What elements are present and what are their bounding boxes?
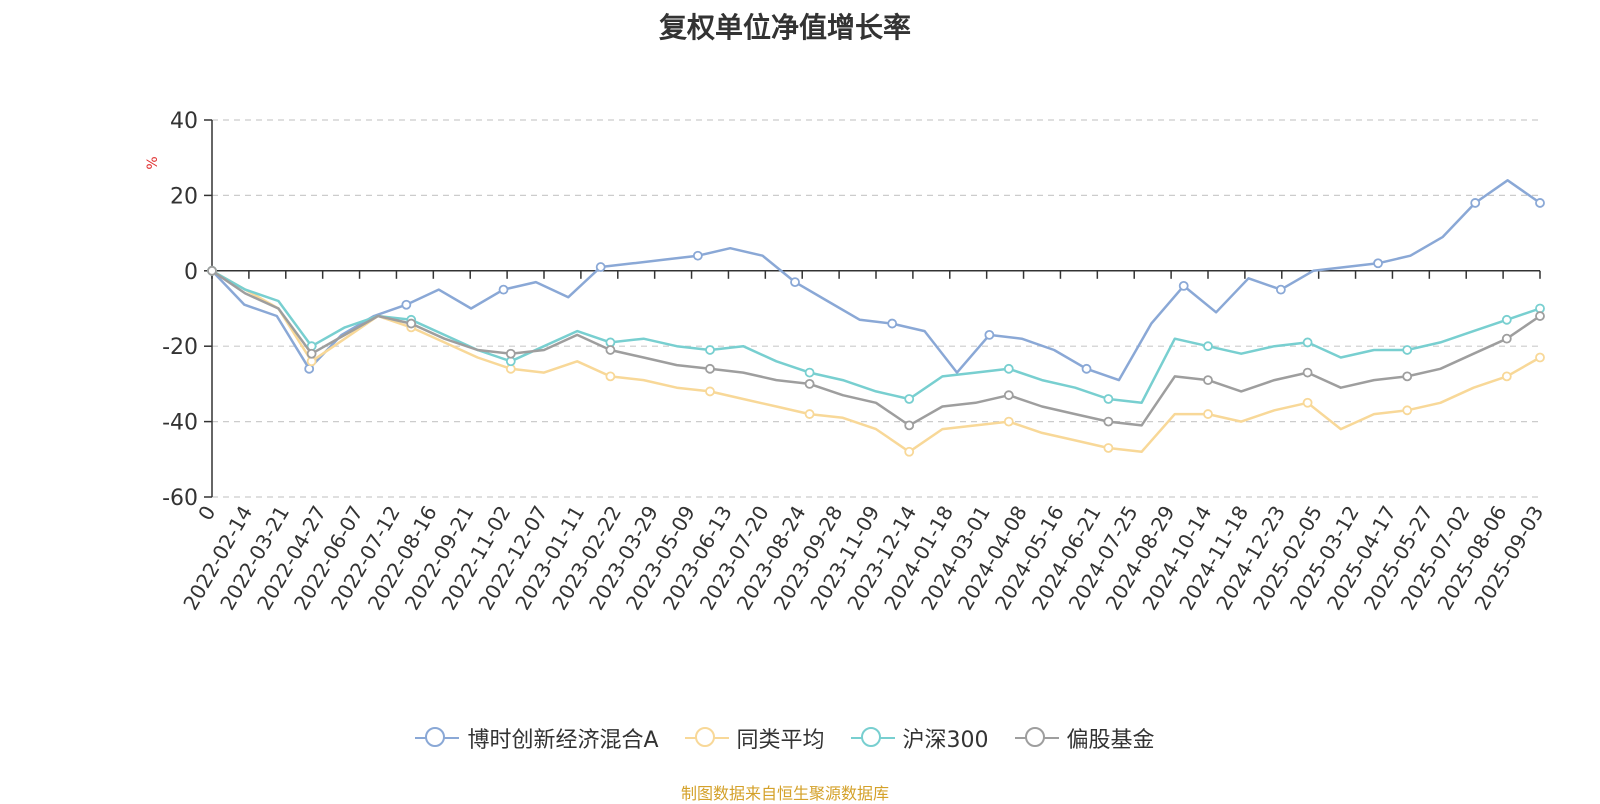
data-point: [1535, 311, 1545, 321]
data-point: [1203, 341, 1213, 352]
grid-lines: [212, 119, 1540, 498]
legend-label: 同类平均: [736, 728, 825, 753]
legend-swatch-icon: [415, 727, 460, 749]
series-line: [211, 269, 1541, 427]
data-point: [498, 284, 509, 295]
legend-label: 沪深300: [902, 728, 989, 753]
data-point: [605, 345, 616, 355]
source-note: 制图数据来自恒生聚源数据库: [680, 784, 889, 803]
data-point: [401, 299, 412, 310]
data-point: [887, 318, 898, 329]
data-point: [804, 367, 815, 378]
data-point: [1402, 371, 1413, 382]
data-point: [1003, 390, 1014, 401]
data-point: [1302, 397, 1313, 408]
data-point: [1203, 409, 1213, 419]
legend-swatch-icon: [1014, 727, 1059, 749]
data-point: [904, 394, 915, 404]
data-point: [1535, 198, 1545, 208]
y-tick-label: -40: [162, 411, 198, 436]
y-tick-label: 20: [170, 184, 198, 209]
legend-item[interactable]: 沪深300: [850, 722, 989, 754]
data-point: [1178, 280, 1189, 291]
data-point: [1081, 363, 1092, 374]
y-axis-label: %: [145, 156, 161, 169]
legend: 博时创新经济混合A 同类平均 沪深300 偏股基金: [0, 722, 1570, 754]
data-point: [406, 318, 417, 329]
data-point: [1373, 258, 1383, 269]
data-point: [904, 446, 915, 457]
series-line: [211, 269, 1541, 405]
data-point: [1275, 284, 1286, 295]
data-point: [804, 409, 815, 419]
y-tick-label: 0: [184, 260, 198, 285]
data-point: [505, 348, 516, 359]
legend-item[interactable]: 博时创新经济混合A: [415, 722, 659, 754]
chart-title: 复权单位净值增长率: [658, 11, 911, 44]
series-2: [207, 265, 1545, 457]
data-point: [207, 265, 217, 276]
data-point: [1402, 345, 1413, 355]
data-point: [1302, 337, 1313, 348]
data-point: [1470, 198, 1481, 208]
series-3: [207, 265, 1545, 405]
data-point: [1103, 443, 1114, 453]
legend-label: 博时创新经济混合A: [467, 728, 659, 753]
data-point: [692, 250, 703, 261]
legend-swatch-icon: [850, 727, 895, 749]
series-line: [211, 179, 1541, 382]
data-point: [804, 378, 815, 389]
data-point: [1402, 405, 1413, 416]
data-point: [984, 329, 995, 340]
data-point: [1302, 367, 1313, 378]
legend-swatch-icon: [684, 727, 729, 749]
legend-label: 偏股基金: [1066, 728, 1155, 753]
data-point: [904, 420, 915, 431]
y-tick-label: -20: [162, 335, 198, 360]
data-point: [1501, 371, 1512, 382]
data-point: [1535, 352, 1545, 363]
data-point: [1103, 394, 1114, 404]
data-point: [1003, 363, 1014, 374]
x-axis: 02022-02-142022-03-212022-04-272022-06-0…: [178, 270, 1548, 614]
series-lines: [207, 179, 1545, 457]
y-tick-label: 40: [170, 109, 198, 134]
series-line: [211, 269, 1541, 454]
data-point: [705, 363, 715, 374]
data-point: [306, 348, 317, 359]
y-tick-label: -60: [162, 486, 198, 511]
data-point: [1501, 314, 1512, 325]
data-point: [705, 345, 715, 355]
data-point: [790, 277, 800, 288]
series-1: [207, 179, 1545, 382]
data-point: [1103, 416, 1114, 427]
y-axis: 40 20 0 -20 -40 -60: [162, 109, 213, 511]
data-point: [1501, 333, 1512, 344]
legend-item[interactable]: 同类平均: [684, 722, 825, 754]
legend-item[interactable]: 偏股基金: [1014, 722, 1155, 754]
series-4: [207, 265, 1545, 431]
data-point: [605, 371, 616, 382]
data-point: [1203, 375, 1213, 386]
data-point: [705, 386, 715, 397]
x-tick-label: 0: [193, 502, 220, 525]
data-point: [595, 262, 606, 272]
data-point: [1003, 416, 1014, 427]
